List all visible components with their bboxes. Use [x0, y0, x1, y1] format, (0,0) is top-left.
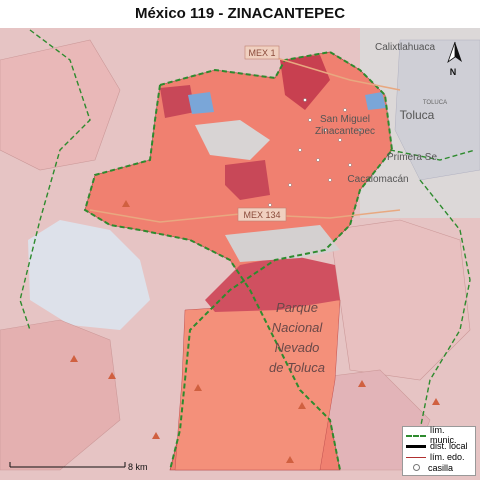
municipal-boundary [19, 29, 91, 331]
casilla-points [268, 98, 362, 207]
legend-item-casilla: casilla [406, 462, 472, 473]
road-shield-mex1 [244, 45, 280, 60]
section-dark[interactable] [205, 255, 340, 312]
road-label-mex134: MEX 134 [243, 210, 280, 220]
legend-label: casilla [428, 462, 454, 473]
legend-item-edo: lím. edo. [406, 451, 472, 462]
section-dark[interactable] [280, 55, 330, 110]
label-toluca: Toluca [400, 108, 435, 122]
urban-grid-toluca [394, 39, 480, 181]
label-calixtlahuaca: Calixtlahuaca [375, 42, 435, 53]
north-arrow-icon: N [447, 41, 462, 77]
map-legend: lím. munic. dist. local lím. edo. casill… [402, 425, 476, 476]
section-neighbor [329, 219, 471, 381]
legend-label: lím. edo. [430, 451, 465, 462]
label-parque-3: Nevado [275, 340, 320, 355]
legend-label: dist. local [430, 440, 468, 451]
thin-line-icon [406, 457, 426, 458]
scale-bar [9, 462, 126, 468]
label-zinacantepec: Zinacantepec [315, 126, 375, 137]
label-parque-1: Parque [276, 300, 318, 315]
section-blue[interactable] [365, 92, 386, 110]
road-label-mex1: MEX 1 [248, 48, 275, 58]
legend-item-munic: lím. munic. [406, 425, 472, 445]
thick-line-icon [406, 445, 426, 448]
legend-label: lím. munic. [430, 424, 457, 445]
label-parque-4: de Toluca [269, 360, 325, 375]
section-neighbor [0, 319, 121, 471]
section-light[interactable] [195, 120, 270, 160]
section-dark[interactable] [225, 160, 270, 200]
label-cacalomacan: Cacalomacán [347, 174, 408, 185]
legend-item-local: dist. local [406, 440, 472, 451]
label-san-miguel: San Miguel [320, 114, 370, 125]
dashed-line-icon [406, 434, 426, 437]
map-canvas[interactable]: Parque Nacional Nevado de Toluca San Mig… [0, 28, 480, 480]
section-blue[interactable] [188, 92, 214, 114]
municipal-boundary [159, 50, 394, 471]
peak-markers [70, 200, 440, 463]
scale-label: 8 km [128, 462, 148, 472]
label-toluca-small: TOLUCA [423, 100, 447, 106]
section-dark[interactable] [160, 85, 195, 118]
map-title: México 119 - ZINACANTEPEC [134, 5, 346, 22]
road-shield-mex134 [237, 207, 287, 222]
section-light[interactable] [225, 225, 340, 262]
light-region-west [28, 220, 150, 330]
north-arrow-label: N [450, 67, 457, 77]
label-parque-2: Nacional [272, 320, 324, 335]
label-primera-sec: Primera Se [387, 152, 437, 163]
circle-icon [413, 464, 420, 471]
section-neighbor [0, 39, 121, 171]
